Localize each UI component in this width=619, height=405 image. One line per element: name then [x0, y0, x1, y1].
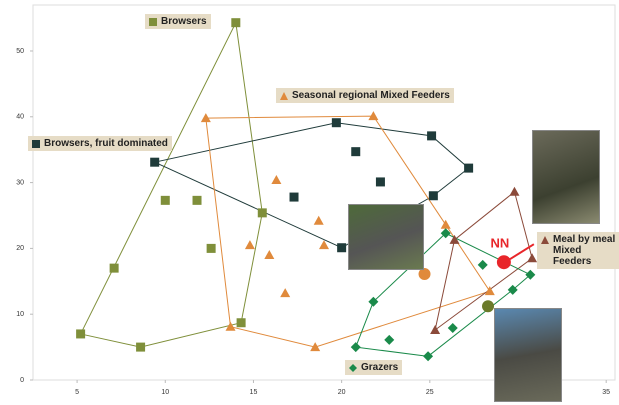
marker — [384, 334, 395, 345]
x-tick-label: 15 — [250, 389, 258, 396]
marker — [440, 228, 451, 239]
arrow — [509, 243, 535, 261]
x-tick-label: 10 — [161, 389, 169, 396]
y-tick-label: 40 — [16, 114, 24, 121]
marker — [507, 284, 518, 295]
photo — [532, 130, 600, 224]
y-tick-label: 50 — [16, 48, 24, 55]
group-label: Browsers — [145, 14, 211, 29]
y-tick-label: 30 — [16, 179, 24, 186]
legend-icon — [541, 236, 549, 244]
x-tick-label: 20 — [338, 389, 346, 396]
marker — [427, 131, 437, 141]
marker — [337, 243, 347, 253]
group-label: Meal by meal Mixed Feeders — [537, 232, 619, 269]
legend-text: Seasonal regional Mixed Feeders — [292, 90, 450, 101]
point-label: NN — [491, 236, 510, 251]
marker — [264, 249, 275, 259]
marker — [310, 342, 321, 352]
y-tick-label: 0 — [20, 377, 24, 384]
marker — [160, 195, 170, 205]
highlight-point — [418, 268, 431, 281]
marker — [76, 329, 86, 339]
legend-text: Browsers — [161, 16, 207, 27]
marker — [375, 177, 385, 187]
marker — [430, 324, 441, 334]
marker — [509, 186, 520, 196]
marker — [236, 318, 246, 328]
marker — [206, 243, 216, 253]
legend-text: Browsers, fruit dominated — [44, 138, 168, 149]
marker — [447, 323, 458, 334]
legend-icon — [280, 92, 288, 100]
group-label: Seasonal regional Mixed Feeders — [276, 88, 454, 103]
marker — [423, 351, 434, 362]
legend-icon — [349, 364, 357, 372]
legend-text: Grazers — [361, 362, 399, 373]
marker — [271, 174, 282, 184]
marker — [136, 342, 146, 352]
marker — [225, 321, 236, 331]
marker — [257, 208, 267, 218]
marker — [350, 342, 361, 353]
marker — [331, 118, 341, 128]
marker — [289, 192, 299, 202]
y-tick-label: 10 — [16, 311, 24, 318]
y-tick-label: 20 — [16, 245, 24, 252]
x-tick-label: 25 — [426, 389, 434, 396]
highlight-point — [496, 255, 511, 270]
plot-border — [32, 4, 616, 381]
marker — [244, 240, 255, 250]
marker — [150, 157, 160, 167]
marker — [440, 219, 451, 229]
group-label: Browsers, fruit dominated — [28, 136, 172, 151]
group-label: Grazers — [345, 360, 403, 375]
marker — [280, 288, 291, 298]
legend-icon — [149, 18, 157, 26]
marker — [484, 286, 495, 296]
marker — [368, 111, 379, 121]
marker — [200, 113, 211, 123]
highlight-point — [482, 300, 495, 313]
photo — [494, 308, 562, 402]
marker — [192, 195, 202, 205]
marker — [477, 259, 488, 270]
marker — [313, 215, 324, 225]
marker — [109, 263, 119, 273]
marker — [319, 240, 329, 250]
group-outline — [79, 21, 263, 348]
marker — [428, 191, 438, 201]
marker — [464, 163, 474, 173]
legend-icon — [32, 140, 40, 148]
marker — [449, 234, 460, 244]
marker — [351, 147, 361, 157]
marker — [231, 18, 241, 28]
photo — [348, 204, 424, 270]
marker — [368, 296, 379, 307]
x-tick-label: 5 — [75, 389, 79, 396]
marker — [525, 269, 536, 280]
x-tick-label: 35 — [602, 389, 610, 396]
legend-text: Meal by meal Mixed Feeders — [553, 234, 616, 267]
marker — [527, 253, 538, 263]
